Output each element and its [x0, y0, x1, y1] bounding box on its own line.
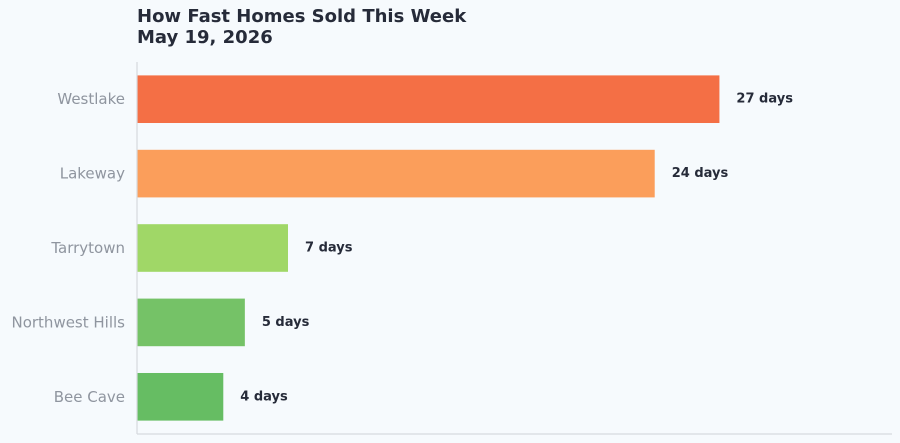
chart-title: How Fast Homes Sold This Week: [137, 6, 467, 27]
category-label: Lakeway: [60, 165, 125, 183]
category-labels: Westlake Lakeway Tarrytown Northwest Hills B…: [11, 90, 125, 406]
bar-northwest-hills: [137, 298, 245, 347]
chart-subtitle: May 19, 2026: [137, 27, 273, 48]
category-label: Northwest Hills: [11, 313, 125, 331]
value-label: 7 days: [305, 241, 353, 256]
value-label: 27 days: [736, 92, 793, 107]
chart-title-block: How Fast Homes Sold This Week May 19, 20…: [137, 6, 466, 48]
category-label: Tarrytown: [50, 239, 125, 257]
value-label: 24 days: [672, 166, 729, 181]
value-labels: 27 days 24 days 7 days 5 days 4 days: [240, 92, 793, 405]
bar-bee-cave: [137, 372, 224, 421]
value-label: 4 days: [240, 389, 288, 404]
category-label: Westlake: [57, 90, 125, 108]
category-label: Bee Cave: [54, 388, 125, 406]
bar-lakeway: [137, 149, 655, 198]
bar-westlake: [137, 75, 720, 124]
bar-tarrytown: [137, 224, 288, 272]
bars-group: [137, 75, 720, 421]
value-label: 5 days: [262, 315, 310, 330]
